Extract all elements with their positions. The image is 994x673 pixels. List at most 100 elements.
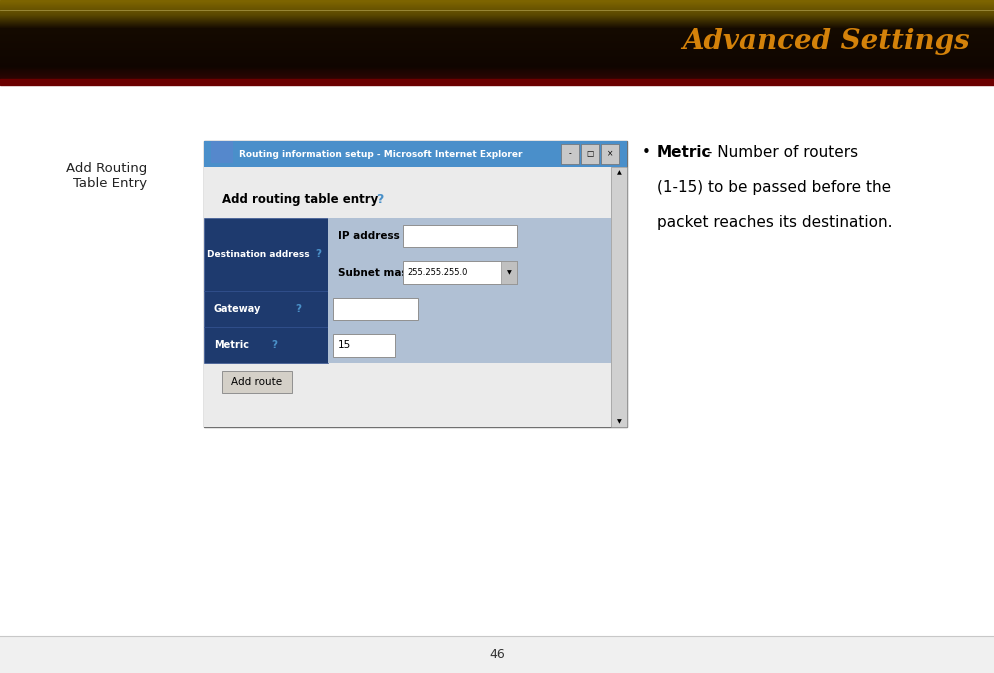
Bar — [600, 145, 618, 164]
Bar — [0, 4, 994, 5]
Text: Routing information setup - Microsoft Internet Explorer: Routing information setup - Microsoft In… — [239, 149, 522, 159]
Bar — [0, 2, 994, 3]
Bar — [0, 22, 994, 23]
Bar — [561, 145, 579, 164]
Bar — [204, 327, 328, 363]
Bar — [333, 297, 417, 320]
Bar — [501, 261, 517, 284]
Text: Metric: Metric — [214, 341, 248, 350]
Bar — [0, 60, 994, 61]
Text: ▼: ▼ — [616, 419, 620, 425]
Bar — [0, 9, 994, 10]
Bar — [0, 57, 994, 58]
Bar — [403, 225, 517, 248]
Bar — [0, 6, 994, 7]
Text: -: - — [569, 149, 571, 158]
Bar — [0, 11, 994, 12]
Bar — [0, 30, 994, 31]
Bar — [0, 33, 994, 34]
Bar — [0, 52, 994, 54]
Bar — [0, 5, 994, 6]
Bar — [0, 73, 994, 75]
Bar — [204, 141, 626, 167]
Text: ?: ? — [315, 250, 321, 259]
Bar — [0, 69, 994, 71]
Text: ?: ? — [376, 192, 383, 206]
Bar — [0, 40, 994, 42]
Bar — [0, 59, 994, 60]
Bar — [333, 334, 395, 357]
Text: packet reaches its destination.: packet reaches its destination. — [656, 215, 892, 229]
Bar — [0, 75, 994, 77]
Text: Subnet mask: Subnet mask — [338, 268, 414, 277]
Bar — [211, 141, 233, 163]
Text: ×: × — [606, 149, 612, 158]
Text: ?: ? — [295, 304, 301, 314]
Bar — [0, 10, 994, 11]
Bar — [0, 32, 994, 33]
Bar — [0, 58, 994, 59]
Bar — [0, 71, 994, 73]
Text: ▼: ▼ — [507, 270, 511, 275]
Text: 46: 46 — [489, 648, 505, 661]
Bar — [0, 37, 994, 38]
Bar — [0, 7, 994, 8]
Bar — [0, 1, 994, 2]
Bar — [0, 77, 994, 79]
Bar — [0, 48, 994, 50]
Bar — [0, 13, 994, 14]
Bar — [0, 26, 994, 27]
Bar — [610, 167, 626, 427]
Bar — [0, 50, 994, 52]
Text: Advanced Settings: Advanced Settings — [682, 28, 969, 55]
Bar — [0, 16, 994, 17]
Bar — [0, 35, 994, 36]
Bar — [0, 24, 994, 25]
Bar — [0, 27, 994, 28]
Bar — [0, 65, 994, 67]
Bar — [0, 3, 994, 4]
Bar — [0, 42, 994, 44]
Text: ▲: ▲ — [616, 170, 620, 175]
Bar — [0, 23, 994, 24]
Bar — [0, 19, 994, 20]
Bar — [0, 34, 994, 35]
Bar — [0, 36, 994, 37]
Bar — [0, 39, 994, 40]
Bar — [0, 31, 994, 32]
Bar — [0, 14, 994, 15]
Bar — [0, 61, 994, 63]
Text: 255.255.255.0: 255.255.255.0 — [407, 268, 467, 277]
Bar — [0, 56, 994, 57]
Bar — [0, 18, 994, 19]
Bar — [0, 21, 994, 22]
Bar — [0, 25, 994, 26]
Text: □: □ — [585, 149, 593, 158]
Bar — [204, 291, 328, 327]
Bar — [0, 636, 994, 673]
Bar — [0, 20, 994, 21]
Bar — [204, 218, 328, 291]
Bar — [0, 55, 994, 56]
Text: Metric: Metric — [656, 145, 711, 160]
Bar — [0, 46, 994, 48]
Text: Destination address: Destination address — [207, 250, 309, 259]
Text: Add Routing
Table Entry: Add Routing Table Entry — [66, 162, 147, 190]
Bar — [204, 141, 626, 427]
Bar — [0, 0, 994, 1]
Bar — [328, 218, 610, 291]
Text: •: • — [641, 145, 655, 160]
Text: IP address: IP address — [338, 232, 400, 241]
Bar — [0, 54, 994, 55]
Text: (1-15) to be passed before the: (1-15) to be passed before the — [656, 180, 890, 194]
Bar — [0, 28, 994, 29]
Bar — [0, 38, 994, 39]
Bar — [328, 291, 610, 327]
Bar — [0, 17, 994, 18]
Bar — [0, 29, 994, 30]
Text: ?: ? — [271, 341, 277, 350]
Bar — [0, 79, 994, 85]
Bar — [222, 371, 291, 393]
Bar — [204, 167, 610, 427]
Bar — [328, 327, 610, 363]
